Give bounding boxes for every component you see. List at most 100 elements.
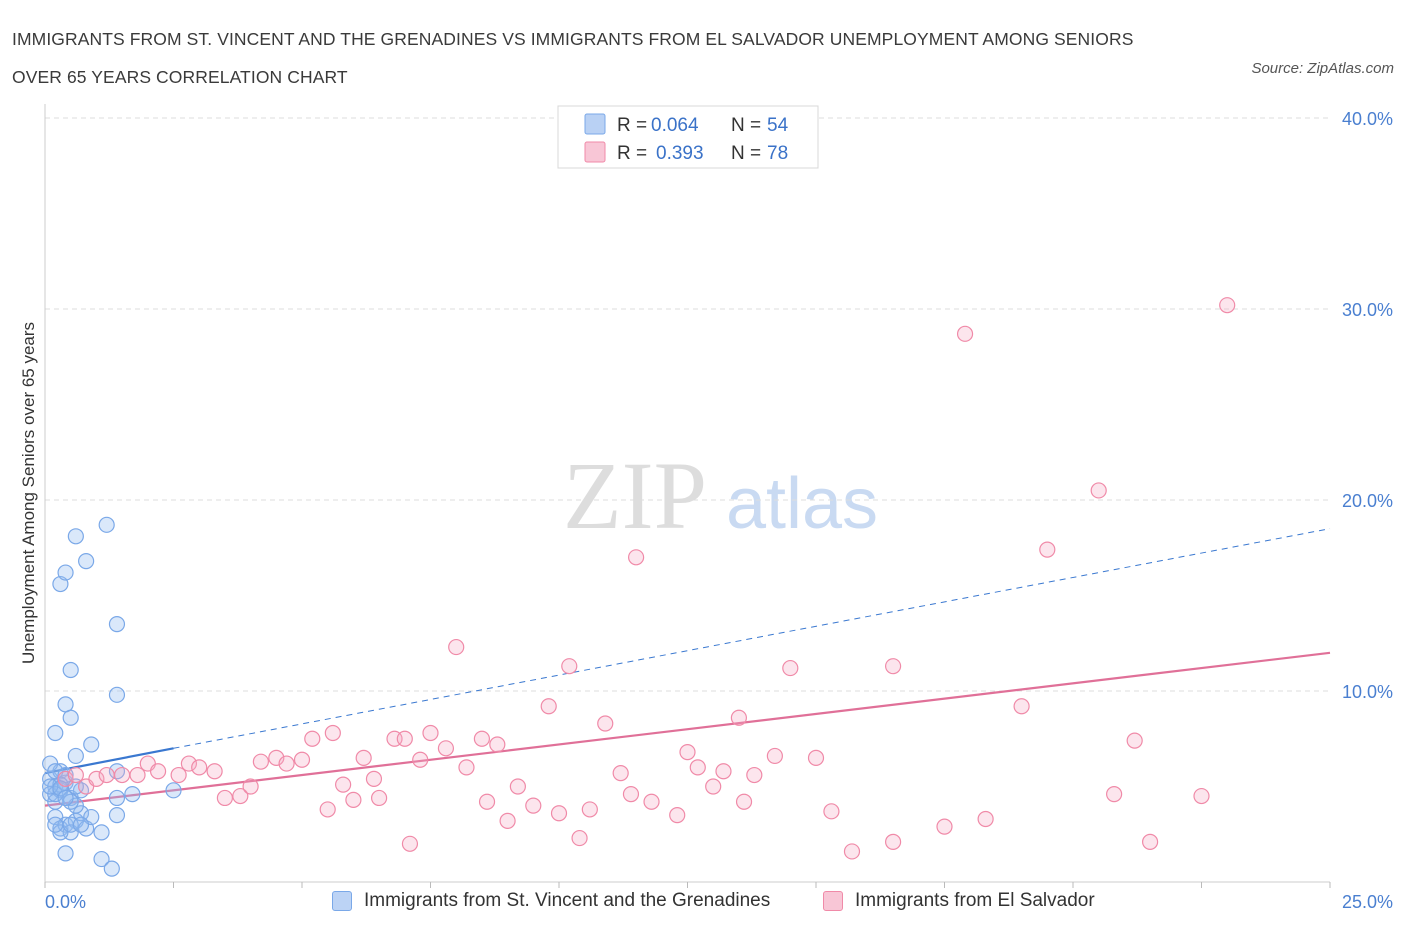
data-point-el-salvador — [149, 763, 167, 780]
data-point-el-salvador — [67, 766, 84, 784]
data-point-el-salvador — [1141, 833, 1159, 850]
data-point-el-salvador — [458, 759, 475, 776]
data-point-st-vincent — [108, 616, 126, 633]
data-point-el-salvador — [550, 805, 568, 822]
data-point-el-salvador — [622, 786, 640, 803]
data-point-el-salvador — [509, 778, 526, 795]
legend-r-value-pink: 0.393 — [656, 143, 704, 164]
data-point-el-salvador — [977, 810, 994, 828]
data-point-el-salvador — [252, 753, 269, 770]
data-point-el-salvador — [478, 793, 496, 810]
data-point-el-salvador — [843, 843, 861, 860]
watermark-zip: ZIP — [563, 442, 707, 549]
x-tick-label: 0.0% — [45, 892, 86, 912]
data-point-el-salvador — [807, 749, 825, 766]
data-point-el-salvador — [345, 791, 362, 808]
legend-swatch-blue — [584, 113, 606, 135]
data-point-st-vincent — [57, 696, 74, 713]
data-point-el-salvador — [216, 789, 233, 807]
legend-r-value-blue: 0.064 — [651, 115, 699, 136]
y-tick-label: 40.0% — [1342, 109, 1393, 129]
data-point-el-salvador — [268, 749, 285, 766]
data-point-el-salvador — [401, 835, 419, 852]
data-point-st-vincent — [78, 553, 95, 570]
data-point-st-vincent — [57, 845, 74, 862]
watermark-atlas: atlas — [726, 464, 878, 544]
data-point-el-salvador — [571, 829, 588, 847]
data-point-el-salvador — [365, 770, 383, 787]
data-point-el-salvador — [1219, 297, 1236, 314]
data-point-el-salvador — [597, 715, 614, 732]
data-point-el-salvador — [1193, 787, 1210, 805]
data-point-el-salvador — [489, 736, 506, 753]
data-point-st-vincent — [98, 516, 115, 533]
data-point-el-salvador — [499, 812, 516, 829]
data-point-el-salvador — [206, 763, 223, 780]
data-point-st-vincent — [83, 736, 100, 753]
data-point-el-salvador — [746, 766, 763, 784]
series-legend: Immigrants from St. Vincent and the Gren… — [0, 886, 1406, 918]
data-point-el-salvador — [371, 789, 388, 807]
data-point-el-salvador — [1013, 698, 1030, 715]
data-point-el-salvador — [473, 730, 490, 747]
data-point-el-salvador — [396, 730, 413, 747]
data-point-el-salvador — [180, 755, 198, 772]
data-point-el-salvador — [705, 778, 722, 795]
data-point-el-salvador — [422, 724, 439, 742]
y-tick-label: 10.0% — [1342, 682, 1393, 702]
data-point-el-salvador — [278, 755, 295, 772]
data-point-el-salvador — [525, 797, 542, 814]
legend-swatch-pink — [584, 141, 606, 163]
y-tick-label: 20.0% — [1342, 491, 1393, 511]
data-point-el-salvador — [98, 766, 115, 784]
data-point-el-salvador — [232, 787, 249, 805]
data-point-st-vincent — [108, 789, 126, 807]
data-point-el-salvador — [191, 759, 208, 776]
chart-title-line1: IMMIGRANTS FROM ST. VINCENT AND THE GREN… — [12, 29, 1134, 49]
legend-n-label-blue: N = — [731, 115, 761, 136]
data-point-st-vincent — [165, 782, 182, 799]
data-point-el-salvador — [335, 776, 352, 793]
data-point-el-salvador — [437, 740, 455, 757]
data-point-st-vincent — [103, 860, 120, 877]
data-point-el-salvador — [242, 778, 259, 795]
data-point-el-salvador — [1106, 786, 1123, 803]
legend-r-label-blue: R = — [617, 115, 647, 136]
legend-n-value-pink: 78 — [767, 143, 788, 164]
data-point-st-vincent — [108, 686, 126, 703]
data-point-st-vincent — [42, 778, 59, 795]
data-point-el-salvador — [304, 730, 321, 747]
data-point-st-vincent — [72, 816, 90, 833]
data-point-st-vincent — [62, 661, 79, 679]
y-tick-label: 30.0% — [1342, 300, 1393, 320]
data-point-el-salvador — [643, 793, 660, 810]
legend-item-st-vincent: Immigrants from St. Vincent and the Gren… — [332, 890, 770, 912]
data-point-el-salvador — [766, 747, 783, 765]
data-point-el-salvador — [823, 803, 840, 820]
data-point-st-vincent — [47, 816, 64, 833]
data-point-el-salvador — [293, 751, 311, 768]
data-point-el-salvador — [956, 325, 974, 342]
data-point-el-salvador — [782, 659, 799, 677]
data-point-el-salvador — [540, 698, 557, 715]
data-point-st-vincent — [108, 807, 126, 824]
data-point-el-salvador — [581, 801, 598, 818]
chart-title-line2: OVER 65 YEARS CORRELATION CHART — [12, 67, 348, 87]
data-point-el-salvador — [730, 709, 748, 726]
data-point-el-salvador — [1126, 732, 1143, 749]
data-point-el-salvador — [884, 833, 902, 850]
legend-n-label-pink: N = — [731, 143, 761, 164]
trendline-st-vincent-dashed — [173, 528, 1331, 749]
data-point-st-vincent — [47, 724, 64, 742]
data-point-st-vincent — [67, 747, 84, 765]
data-point-st-vincent — [93, 850, 110, 868]
legend-label-el-salvador: Immigrants from El Salvador — [855, 890, 1095, 911]
data-point-el-salvador — [319, 801, 336, 818]
x-tick-label: 25.0% — [1342, 892, 1393, 912]
y-axis-label: Unemployment Among Seniors over 65 years — [19, 322, 38, 664]
data-point-el-salvador — [448, 638, 465, 656]
data-point-st-vincent — [93, 824, 110, 841]
legend-item-el-salvador: Immigrants from El Salvador — [823, 890, 1095, 912]
data-point-el-salvador — [936, 818, 953, 835]
